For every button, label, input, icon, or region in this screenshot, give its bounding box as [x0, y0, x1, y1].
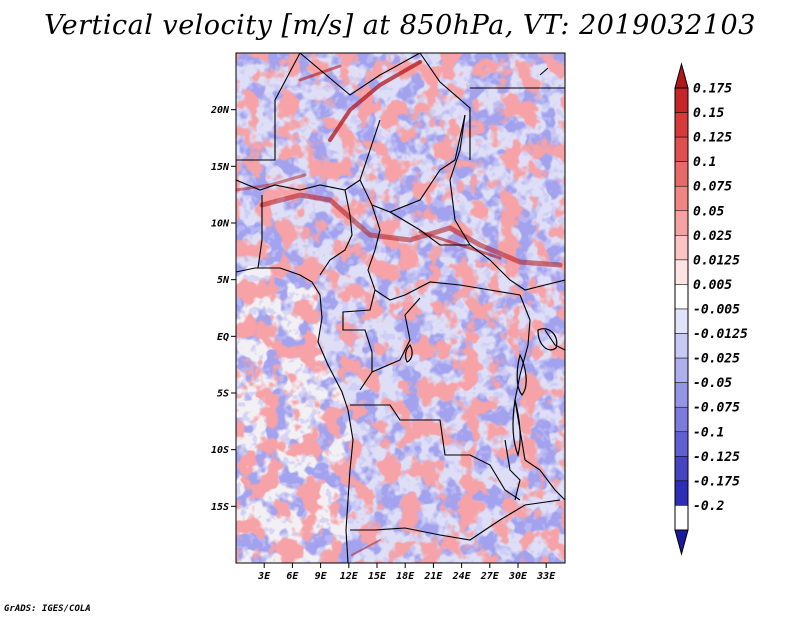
- colorbar-swatch: [674, 87, 689, 113]
- colorbar-swatch: [674, 112, 689, 138]
- lon-tick-label: 6E: [286, 571, 299, 582]
- lake-victoria: [537, 328, 558, 351]
- colorbar-label: -0.005: [693, 303, 740, 318]
- colorbar-swatch: [674, 210, 689, 236]
- coastline: [236, 267, 354, 563]
- map-title: Vertical velocity [m/s] at 850hPa, VT: 2…: [44, 10, 756, 41]
- border-mali-algeria: [236, 53, 301, 161]
- latitude-axis: 20N 15N 10N 5N EQ 5S 10S 15S: [210, 105, 236, 513]
- colorbar-swatch: [674, 431, 689, 457]
- colorbar-label: -0.125: [693, 450, 740, 465]
- colorbar-swatch: [674, 235, 689, 261]
- colorbar-label: -0.1: [693, 425, 724, 440]
- border-namibia: [350, 499, 561, 541]
- colorbar-label: -0.075: [693, 401, 740, 416]
- colorbar-label: 0.05: [693, 204, 724, 219]
- longitude-axis: 3E 6E 9E 12E 15E 18E 21E 24E 27E 30E 33E: [257, 563, 556, 582]
- political-boundaries: [236, 53, 565, 563]
- colorbar-bottom-arrow: [674, 529, 689, 556]
- colorbar-swatch: [674, 308, 689, 334]
- lat-tick-label: 10S: [211, 445, 229, 456]
- colorbar-label: 0.125: [693, 131, 732, 146]
- lat-tick-label: 10N: [211, 219, 230, 230]
- colorbar-swatch: [674, 259, 689, 285]
- lon-tick-label: 18E: [396, 571, 415, 582]
- map-plot-area: [236, 53, 565, 563]
- lat-tick-label: 15N: [211, 162, 230, 173]
- colorbar-swatch: [674, 284, 689, 310]
- colorbar-label: -0.175: [693, 474, 740, 489]
- lat-tick-label: 20N: [210, 105, 230, 116]
- lon-tick-label: 33E: [536, 571, 556, 582]
- colorbar-label: 0.1: [693, 155, 716, 170]
- border-angola: [350, 404, 521, 501]
- colorbar: 0.175 0.15 0.125 0.1 0.075 0.05 0.025 0.0125 0.0…: [674, 62, 748, 556]
- colorbar-label: 0.025: [693, 229, 732, 244]
- lon-tick-label: 9E: [315, 571, 328, 582]
- colorbar-swatch: [674, 480, 689, 506]
- colorbar-label: 0.005: [693, 278, 732, 293]
- lat-tick-label: EQ: [217, 332, 229, 343]
- colorbar-label: -0.025: [693, 352, 740, 367]
- colorbar-label: 0.15: [693, 106, 724, 121]
- border-nigeria-cameroon: [319, 189, 353, 276]
- border-sudan: [449, 114, 565, 291]
- colorbar-swatch: [674, 185, 689, 212]
- colorbar-label: -0.0125: [693, 327, 748, 342]
- lon-tick-label: 24E: [452, 571, 472, 582]
- field-upward: [236, 53, 565, 563]
- map-frame: [235, 52, 566, 564]
- colorbar-frame: [674, 87, 689, 531]
- border-car: [367, 204, 406, 301]
- lon-tick-label: 27E: [480, 571, 500, 582]
- lon-tick-label: 21E: [423, 571, 443, 582]
- lon-tick-label: 30E: [508, 571, 528, 582]
- lat-tick-label: 5N: [217, 275, 230, 286]
- lon-tick-label: 12E: [340, 571, 359, 582]
- colorbar-label: -0.2: [693, 499, 724, 514]
- lakes: [404, 328, 558, 457]
- strong-upward-bands: [236, 60, 563, 556]
- colorbar-label: 0.175: [693, 82, 732, 97]
- colorbar-top-arrow: [674, 62, 689, 89]
- lat-tick-label: 15S: [211, 502, 229, 513]
- colorbar-label: 0.0125: [693, 253, 740, 268]
- lake-malawi: [512, 399, 521, 457]
- lat-tick-label: 5S: [217, 389, 229, 400]
- colorbar-swatch: [674, 357, 689, 383]
- lake-tanganyika: [516, 353, 527, 396]
- colorbar-label: 0.075: [693, 180, 732, 195]
- colorbar-swatch: [674, 382, 689, 408]
- grads-credit: GrADS: IGES/COLA: [4, 604, 91, 614]
- colorbar-label: -0.05: [693, 376, 732, 391]
- colorbar-swatch: [674, 333, 689, 359]
- lon-tick-label: 3E: [257, 571, 271, 582]
- border-gabon-congo: [342, 289, 376, 391]
- colorbar-swatch: [674, 456, 689, 482]
- colorbar-swatch: [674, 136, 689, 162]
- lon-tick-label: 15E: [368, 571, 387, 582]
- colorbar-swatch: [674, 161, 689, 187]
- colorbar-swatch: [674, 406, 689, 433]
